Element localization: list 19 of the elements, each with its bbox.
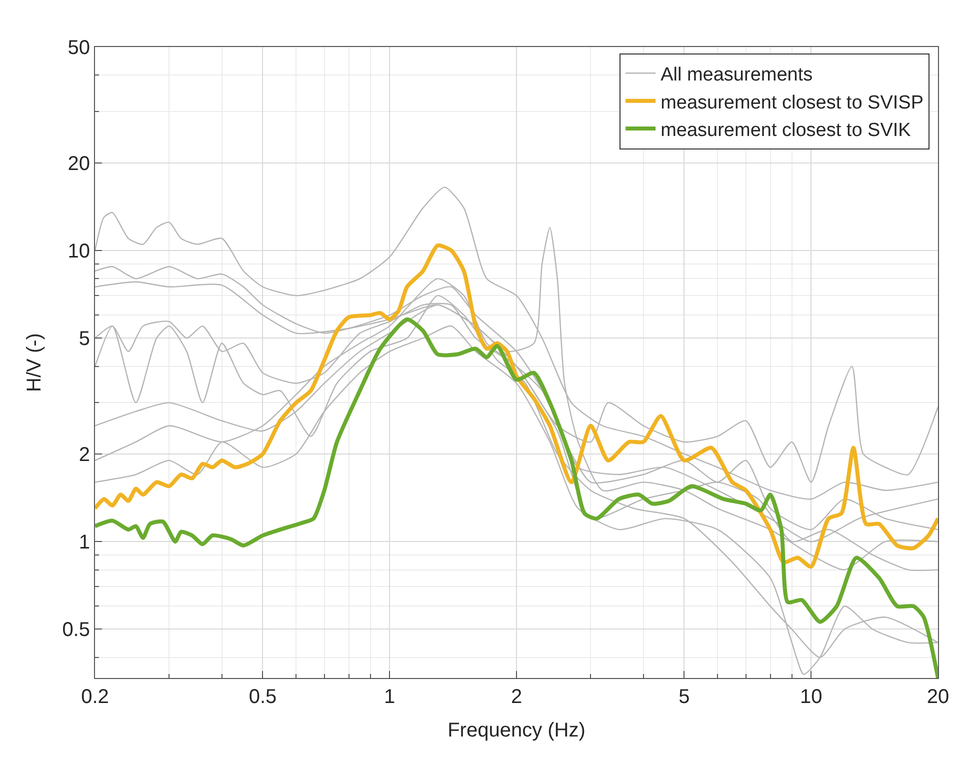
y-tick-label: 0.5	[62, 619, 90, 642]
y-tick-label: 2	[78, 444, 90, 466]
x-tick-label: 1	[384, 686, 396, 708]
y-tick-label: 50	[68, 37, 90, 59]
y-tick-label: 1	[78, 532, 90, 554]
x-tick-label: 20	[926, 686, 950, 708]
y-axis-title: H/V (-)	[24, 333, 46, 392]
x-tick-label: 5	[678, 686, 690, 708]
x-tick-label: 0.5	[248, 686, 277, 708]
y-tick-label: 10	[68, 240, 90, 262]
legend-label: All measurements	[660, 64, 813, 86]
y-tick-label: 20	[68, 152, 90, 175]
legend-label: measurement closest to SVISP	[660, 92, 924, 114]
x-axis-title: Frequency (Hz)	[448, 720, 586, 742]
x-tick-label: 0.2	[81, 686, 109, 708]
x-tick-label: 2	[510, 686, 522, 708]
legend-label: measurement closest to SVIK	[660, 120, 912, 141]
y-tick-label: 5	[78, 328, 90, 350]
x-tick-label: 10	[800, 686, 822, 708]
